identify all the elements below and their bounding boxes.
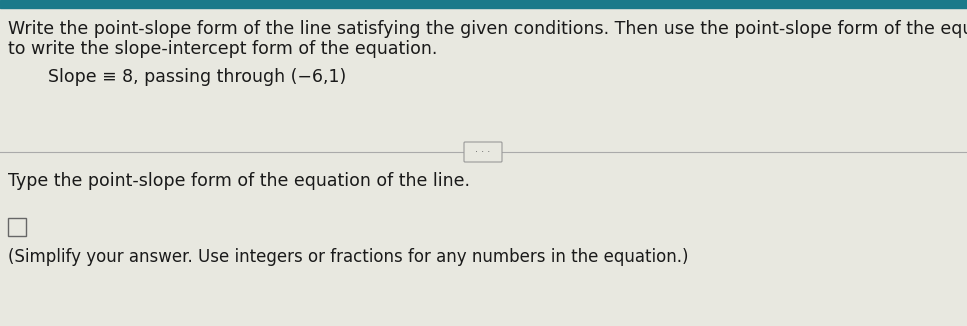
Text: Write the point-slope form of the line satisfying the given conditions. Then use: Write the point-slope form of the line s… xyxy=(8,20,967,38)
Text: Type the point-slope form of the equation of the line.: Type the point-slope form of the equatio… xyxy=(8,172,470,190)
Bar xyxy=(8,218,26,236)
FancyBboxPatch shape xyxy=(464,142,502,162)
Bar xyxy=(0,0,967,8)
Text: to write the slope-intercept form of the equation.: to write the slope-intercept form of the… xyxy=(8,40,437,58)
Text: (Simplify your answer. Use integers or fractions for any numbers in the equation: (Simplify your answer. Use integers or f… xyxy=(8,248,689,266)
Text: Slope ≡ 8, passing through (−6,1): Slope ≡ 8, passing through (−6,1) xyxy=(48,68,346,86)
Text: · · ·: · · · xyxy=(476,147,490,157)
